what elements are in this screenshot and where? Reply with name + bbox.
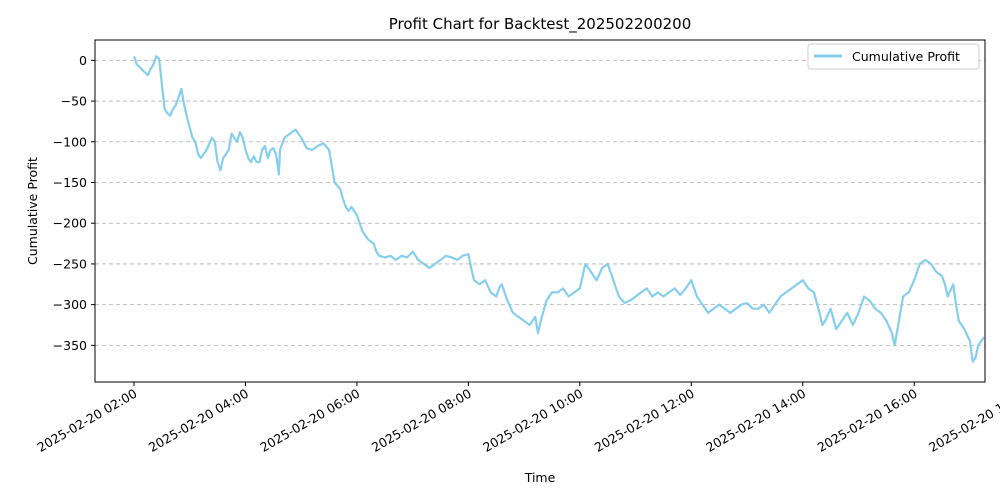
y-tick-label: 0 xyxy=(79,53,87,68)
series-layer xyxy=(132,55,985,363)
y-tick-label: −300 xyxy=(53,297,87,312)
y-tick-label: −200 xyxy=(53,216,87,231)
y-axis-ticks: 0 −50 −100 −150 −200 −250 −300 −350 xyxy=(53,53,95,353)
y-tick-label: −50 xyxy=(61,94,87,109)
y-tick-label: −150 xyxy=(53,175,87,190)
y-tick-label: −100 xyxy=(53,134,87,149)
x-axis-label: Time xyxy=(524,470,556,485)
y-axis-label: Cumulative Profit xyxy=(25,157,40,265)
legend-box xyxy=(807,43,980,70)
chart-title: Profit Chart for Backtest_202502200200 xyxy=(389,15,692,34)
y-tick-label: −250 xyxy=(53,256,87,271)
plot-area-frame xyxy=(94,39,986,383)
legend: Cumulative Profit xyxy=(807,43,980,70)
series-line-cumulative-profit xyxy=(132,55,985,363)
y-tick-label: −350 xyxy=(53,338,87,353)
legend-label-cumulative-profit: Cumulative Profit xyxy=(852,49,960,64)
